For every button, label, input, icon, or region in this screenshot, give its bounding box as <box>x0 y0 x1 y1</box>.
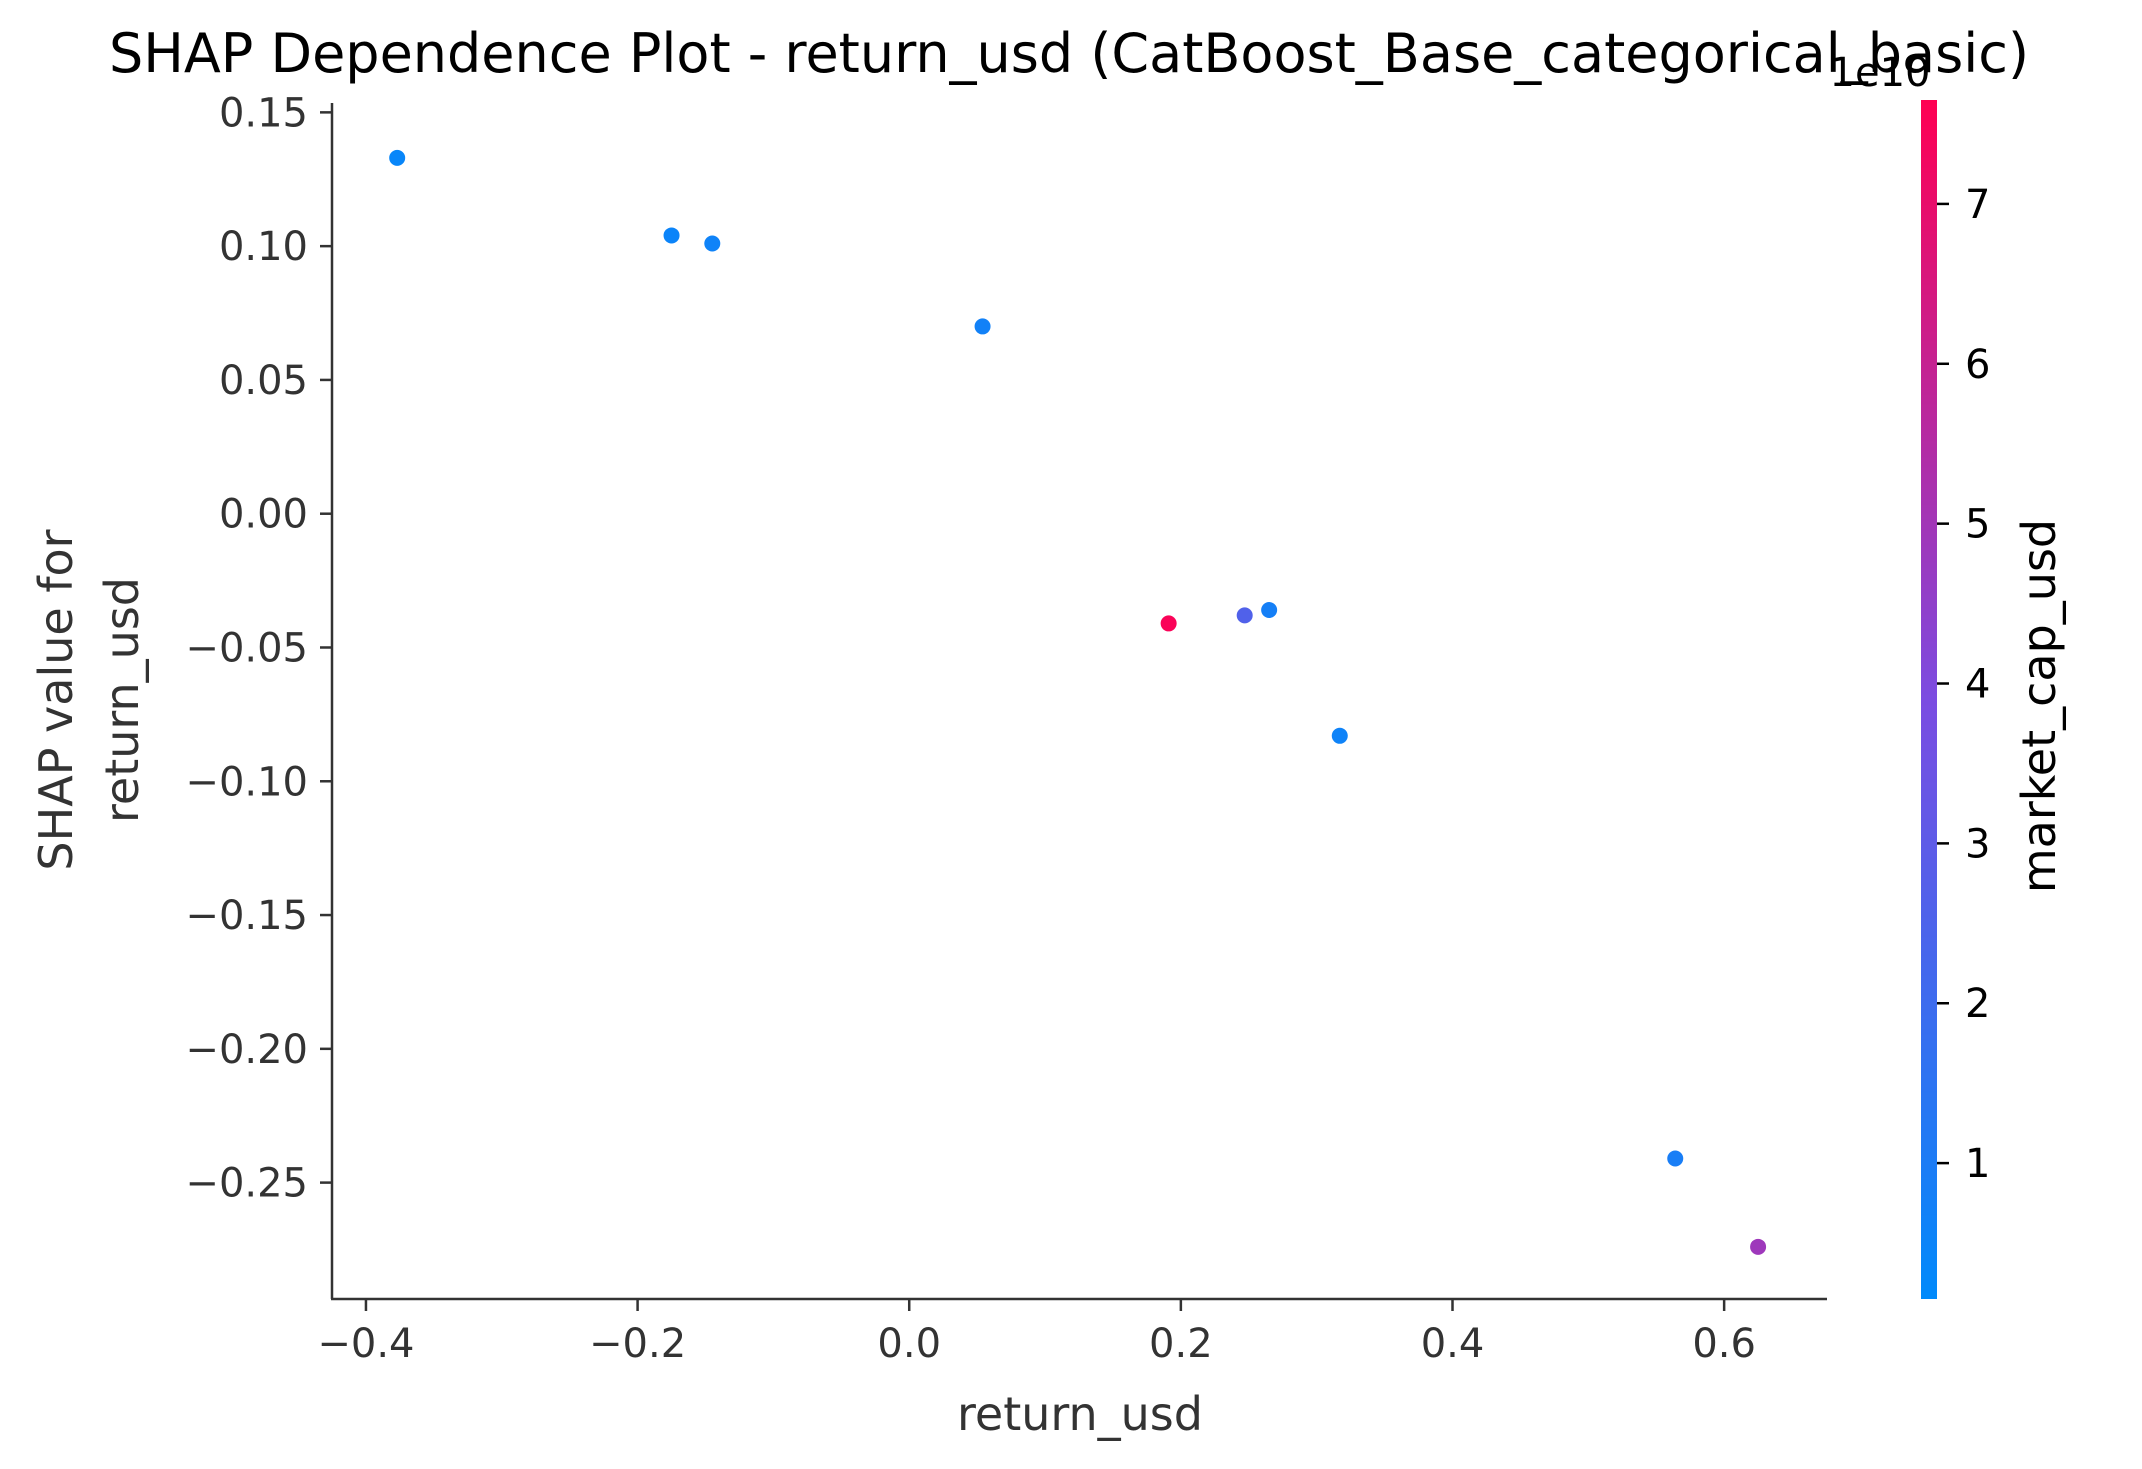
y-axis-label: SHAP value for return_usd <box>29 529 149 870</box>
scatter-point <box>663 227 680 244</box>
y-ticks: 0.15 0.10 0.05 0.00 −0.05 −0.10 −0.15 −0.20 −0.2… <box>185 90 332 1207</box>
y-axis-label-line-2: return_usd <box>95 577 149 823</box>
x-ticks: −0.4 −0.2 0.0 0.2 0.4 0.6 <box>317 1299 1756 1367</box>
y-tick-label: 0.15 <box>219 90 308 136</box>
x-tick-label: 0.2 <box>1149 1321 1213 1367</box>
colorbar-tick-label: 4 <box>1965 662 1990 708</box>
y-tick-label: −0.15 <box>185 893 308 939</box>
scatter-point <box>1667 1150 1684 1167</box>
chart-title: SHAP Dependence Plot - return_usd (CatBo… <box>109 22 2029 85</box>
scatter-point <box>1236 607 1253 624</box>
scatter-point <box>389 149 406 166</box>
scatter-point <box>1261 602 1278 619</box>
colorbar-tick-label: 7 <box>1965 182 1990 228</box>
y-tick-label: 0.10 <box>219 224 308 270</box>
colorbar: 1e10 1 2 3 4 5 6 7 market_cap_usd <box>1830 50 2066 1299</box>
y-axis-label-line-1: SHAP value for <box>29 529 83 870</box>
colorbar-tick-label: 6 <box>1965 342 1990 388</box>
y-tick-label: −0.25 <box>185 1161 308 1207</box>
colorbar-label: market_cap_usd <box>2012 519 2066 893</box>
scatter-point <box>1750 1238 1767 1255</box>
scatter-point <box>704 235 721 252</box>
x-tick-label: −0.4 <box>317 1321 414 1367</box>
colorbar-gradient <box>1921 100 1937 1299</box>
colorbar-tick-label: 3 <box>1965 821 1990 867</box>
scatter-point <box>1160 615 1177 632</box>
x-tick-label: 0.4 <box>1421 1321 1485 1367</box>
colorbar-tick-label: 1 <box>1965 1141 1990 1187</box>
y-tick-label: −0.10 <box>185 759 308 805</box>
y-tick-label: −0.20 <box>185 1027 308 1073</box>
y-tick-label: 0.00 <box>219 492 308 538</box>
colorbar-ticks: 1 2 3 4 5 6 7 <box>1937 182 1990 1187</box>
y-tick-label: −0.05 <box>185 625 308 671</box>
y-tick-label: 0.05 <box>219 358 308 404</box>
colorbar-offset-text: 1e10 <box>1830 50 1931 96</box>
x-axis-label: return_usd <box>957 1387 1203 1441</box>
colorbar-tick-label: 5 <box>1965 502 1990 548</box>
x-tick-label: 0.0 <box>877 1321 941 1367</box>
scatter-point <box>1331 727 1348 744</box>
x-tick-label: 0.6 <box>1692 1321 1756 1367</box>
scatter-point <box>974 318 991 335</box>
scatter-points <box>389 149 1767 1255</box>
x-tick-label: −0.2 <box>589 1321 686 1367</box>
colorbar-tick-label: 2 <box>1965 981 1990 1027</box>
